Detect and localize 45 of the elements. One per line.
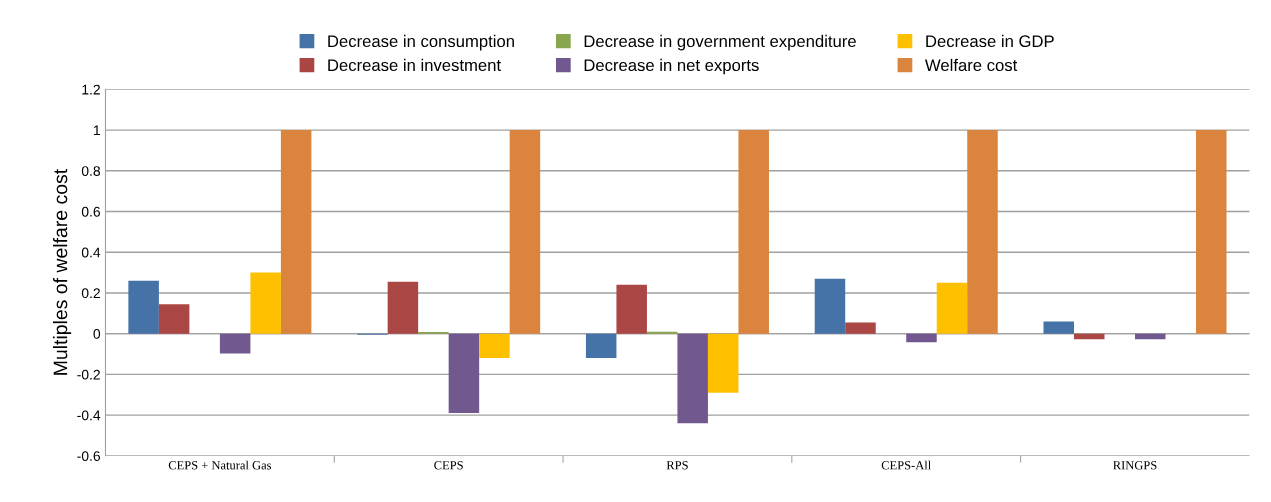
y-tick-label: -0.2: [77, 369, 100, 380]
bar: [845, 322, 876, 334]
bar: [906, 333, 937, 343]
bar: [158, 304, 190, 334]
x-tick-label: RINGPS: [1113, 461, 1157, 470]
y-tick-label: 0: [93, 329, 101, 339]
y-tick-label: 0.8: [81, 166, 101, 176]
x-tick-label: RPS: [666, 461, 688, 470]
bar: [677, 333, 708, 424]
bar: [448, 333, 480, 414]
bar: [585, 333, 617, 359]
bar: [616, 284, 647, 334]
bar: [128, 280, 159, 334]
bar: [280, 130, 312, 334]
bar: [1196, 130, 1227, 334]
y-tick-label: -0.4: [77, 410, 101, 421]
y-tick-label: 1: [93, 125, 100, 136]
y-tick-label: 0.2: [81, 288, 100, 299]
legend-label: Decrease in net exports: [584, 58, 759, 75]
x-tick-label: CEPS + Natural Gas: [168, 460, 272, 470]
bar: [479, 333, 510, 359]
x-tick-label: CEPS-All: [881, 460, 931, 470]
bar: [814, 278, 846, 334]
x-tick-label: CEPS: [434, 461, 463, 470]
bar: [219, 333, 251, 354]
bar: [936, 282, 968, 334]
bar: [1135, 333, 1166, 340]
legend-label: Decrease in government expenditure: [584, 34, 856, 51]
y-tick-label: 0.6: [81, 206, 101, 217]
legend-label: Decrease in GDP: [926, 34, 1054, 48]
bar: [250, 272, 281, 334]
bar: [738, 130, 769, 334]
y-tick-label: -0.6: [77, 451, 101, 461]
y-axis-title: Multiples of welfare cost: [53, 168, 72, 375]
bar: [707, 333, 739, 393]
legend-label: Decrease in investment: [328, 58, 501, 72]
legend-label: Decrease in consumption: [328, 34, 514, 51]
bar: [646, 331, 678, 334]
y-tick-label: 0.4: [81, 247, 101, 258]
bar: [509, 130, 541, 334]
bar: [967, 130, 998, 334]
y-tick-label: 1.2: [82, 84, 100, 95]
bar: [1043, 321, 1074, 334]
bar: [387, 281, 419, 334]
legend-label: Welfare cost: [925, 58, 1018, 72]
